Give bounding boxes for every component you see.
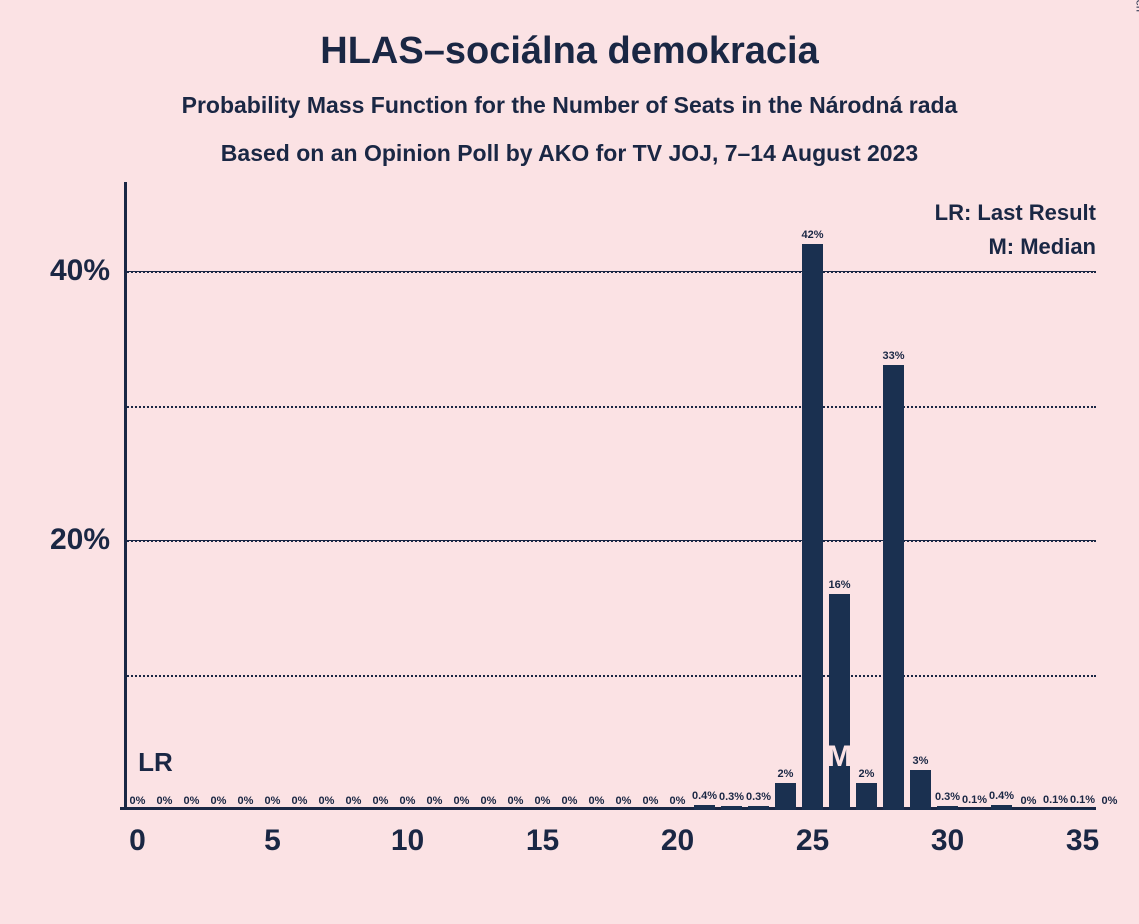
bar-28: 33%: [883, 365, 904, 810]
bar-label-34: 0.1%: [1043, 794, 1068, 809]
bar-25: 42%: [802, 244, 823, 810]
y-tick-label-40: 40%: [50, 254, 124, 288]
grid-y-20-dotted: [124, 540, 1096, 542]
y-axis: [124, 182, 127, 810]
bar-26: 16%: [829, 594, 850, 810]
marker-median: M: [827, 740, 852, 774]
chart-subtitle-2: Based on an Opinion Poll by AKO for TV J…: [0, 140, 1139, 167]
bar-label-4: 0%: [238, 795, 254, 810]
x-tick-label-20: 20: [661, 810, 694, 858]
bar-24: 2%: [775, 783, 796, 810]
bar-label-17: 0%: [589, 795, 605, 810]
bar-label-2: 0%: [184, 795, 200, 810]
marker-last-result: LR: [138, 747, 173, 778]
bar-label-0: 0%: [130, 795, 146, 810]
bar-label-33: 0%: [1021, 795, 1037, 810]
bar-label-11: 0%: [427, 795, 443, 810]
bar-label-6: 0%: [292, 795, 308, 810]
bar-label-5: 0%: [265, 795, 281, 810]
bar-label-13: 0%: [481, 795, 497, 810]
bar-label-10: 0%: [400, 795, 416, 810]
bar-27: 2%: [856, 783, 877, 810]
bar-23: 0.3%: [748, 806, 769, 810]
bar-label-3: 0%: [211, 795, 227, 810]
chart-subtitle-1: Probability Mass Function for the Number…: [0, 92, 1139, 119]
x-tick-label-25: 25: [796, 810, 829, 858]
x-tick-label-15: 15: [526, 810, 559, 858]
x-tick-label-0: 0: [129, 810, 146, 858]
grid-y-40-dotted: [124, 271, 1096, 273]
bar-label-18: 0%: [616, 795, 632, 810]
bar-label-31: 0.1%: [962, 794, 987, 809]
bar-label-22: 0.3%: [719, 791, 744, 806]
x-tick-label-10: 10: [391, 810, 424, 858]
bar-label-8: 0%: [346, 795, 362, 810]
bar-29: 3%: [910, 770, 931, 810]
chart-plot-area: LR: Last Result M: Median 40%20%05101520…: [124, 190, 1096, 810]
bar-label-24: 2%: [778, 768, 794, 783]
x-tick-label-35: 35: [1066, 810, 1099, 858]
bar-35: 0.1%: [1072, 809, 1093, 810]
grid-y-30: [124, 406, 1096, 408]
bar-32: 0.4%: [991, 805, 1012, 810]
legend-last-result: LR: Last Result: [935, 200, 1096, 226]
bar-22: 0.3%: [721, 806, 742, 810]
bar-label-32: 0.4%: [989, 790, 1014, 805]
bar-label-30: 0.3%: [935, 791, 960, 806]
bar-label-26: 16%: [828, 579, 850, 594]
bar-label-36: 0%: [1102, 795, 1118, 810]
bar-label-35: 0.1%: [1070, 794, 1095, 809]
bar-label-25: 42%: [801, 229, 823, 244]
legend-median: M: Median: [988, 234, 1096, 260]
bar-label-15: 0%: [535, 795, 551, 810]
bar-label-7: 0%: [319, 795, 335, 810]
bar-label-12: 0%: [454, 795, 470, 810]
bar-34: 0.1%: [1045, 809, 1066, 810]
bar-label-16: 0%: [562, 795, 578, 810]
bar-31: 0.1%: [964, 809, 985, 810]
copyright-label: © 2023 Filip van Laenen: [1133, 0, 1139, 12]
x-tick-label-30: 30: [931, 810, 964, 858]
chart-title: HLAS–sociálna demokracia: [0, 30, 1139, 73]
bar-21: 0.4%: [694, 805, 715, 810]
bar-label-19: 0%: [643, 795, 659, 810]
bar-label-21: 0.4%: [692, 790, 717, 805]
bar-label-1: 0%: [157, 795, 173, 810]
bar-label-20: 0%: [670, 795, 686, 810]
bar-label-28: 33%: [882, 350, 904, 365]
bar-label-9: 0%: [373, 795, 389, 810]
x-tick-label-5: 5: [264, 810, 281, 858]
bar-30: 0.3%: [937, 806, 958, 810]
bar-label-23: 0.3%: [746, 791, 771, 806]
y-tick-label-20: 20%: [50, 523, 124, 557]
bar-label-14: 0%: [508, 795, 524, 810]
bar-label-27: 2%: [859, 768, 875, 783]
grid-y-10: [124, 675, 1096, 677]
bar-label-29: 3%: [913, 755, 929, 770]
